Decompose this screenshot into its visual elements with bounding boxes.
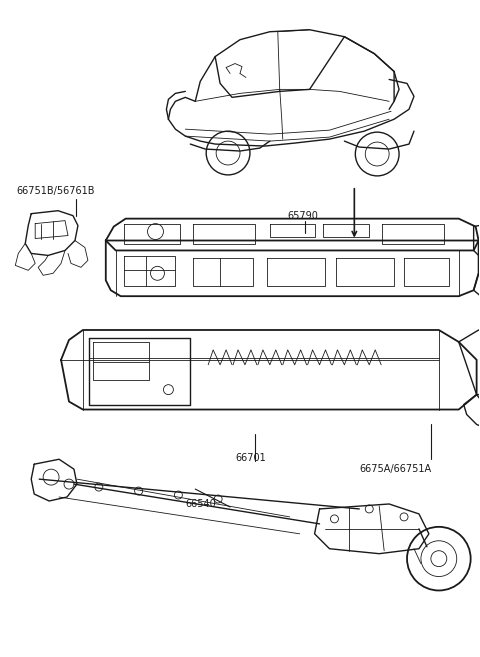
Text: 6675A/66751A: 6675A/66751A: [360, 464, 432, 474]
Text: 66540: 66540: [185, 499, 216, 509]
Text: 66701: 66701: [235, 453, 266, 463]
Text: 66751B/56761B: 66751B/56761B: [16, 186, 95, 196]
Text: 65790: 65790: [288, 211, 319, 221]
